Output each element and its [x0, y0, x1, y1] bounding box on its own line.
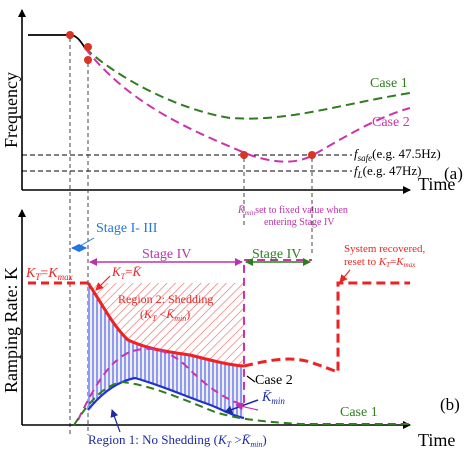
case2-label-a: Case 2	[372, 115, 410, 130]
stage-i-iii-label: Stage I- III	[96, 221, 158, 236]
case1-label-b: Case 1	[340, 405, 378, 420]
kt-line	[86, 282, 245, 368]
region1-label: Region 1: No Shedding (KT >K̄min)	[88, 432, 267, 449]
kt-kmax-label: KT=Kmax	[25, 266, 73, 282]
kt-line-later	[243, 281, 410, 375]
region2-label-line2: (KT <K̄min)	[140, 307, 190, 323]
recovered-line2: reset to KT=Kmax	[344, 256, 416, 269]
recovered-pointer	[339, 269, 351, 283]
kmin-label: K̄min	[261, 390, 285, 406]
kt-kbar-pointer	[95, 275, 111, 291]
region1-pointer	[110, 409, 121, 433]
kt-kbar-label: KT=K̄	[111, 264, 142, 281]
case2-pointer	[246, 375, 256, 383]
kmin-note-line1: K̄minset to fixed value when	[237, 204, 348, 217]
panel-b-ylabel: Ramping Rate: K	[1, 267, 21, 393]
case2-k-pointer	[235, 402, 259, 411]
fsafe-label: fsafe(e.g. 47.5Hz)	[354, 146, 441, 163]
frequency-marker	[308, 151, 316, 159]
recovered-line1: System recovered,	[344, 243, 425, 255]
panel-b-xlabel: Time	[418, 430, 455, 450]
stage-i-iii-pointer	[79, 237, 95, 247]
panel-b: Ramping Rate: K Time (b) Stage I- III St…	[1, 204, 460, 450]
case2-frequency-line	[84, 47, 411, 163]
stage-iv-label-1: Stage IV	[142, 247, 191, 262]
panel-a-tag: (a)	[444, 164, 463, 183]
case1-frequency-line	[84, 47, 411, 120]
fl-label: fL(e.g. 47Hz)	[354, 163, 421, 180]
panel-a-xlabel: Time	[418, 174, 455, 194]
case2-label-b: Case 2	[255, 373, 293, 388]
case1-k-line	[73, 380, 410, 426]
kmin-note-line2: entering Stage IV	[264, 217, 335, 228]
frequency-marker	[240, 151, 248, 159]
panel-a: Frequency Time (a) fsafe(e.g. 47.5Hz) fL…	[1, 9, 463, 194]
region2-label-line1: Region 2: Shedding	[118, 292, 213, 306]
frequency-marker	[84, 43, 92, 51]
case2-k-line	[77, 259, 312, 421]
frequency-initial-line	[28, 34, 86, 49]
region2-area	[88, 283, 244, 366]
stage-iv-label-2: Stage IV	[252, 247, 301, 262]
frequency-marker	[84, 56, 92, 64]
case1-label-a: Case 1	[370, 76, 408, 91]
panel-b-tag: (b)	[440, 395, 460, 414]
frequency-marker	[66, 31, 74, 39]
panel-a-ylabel: Frequency	[1, 72, 21, 148]
